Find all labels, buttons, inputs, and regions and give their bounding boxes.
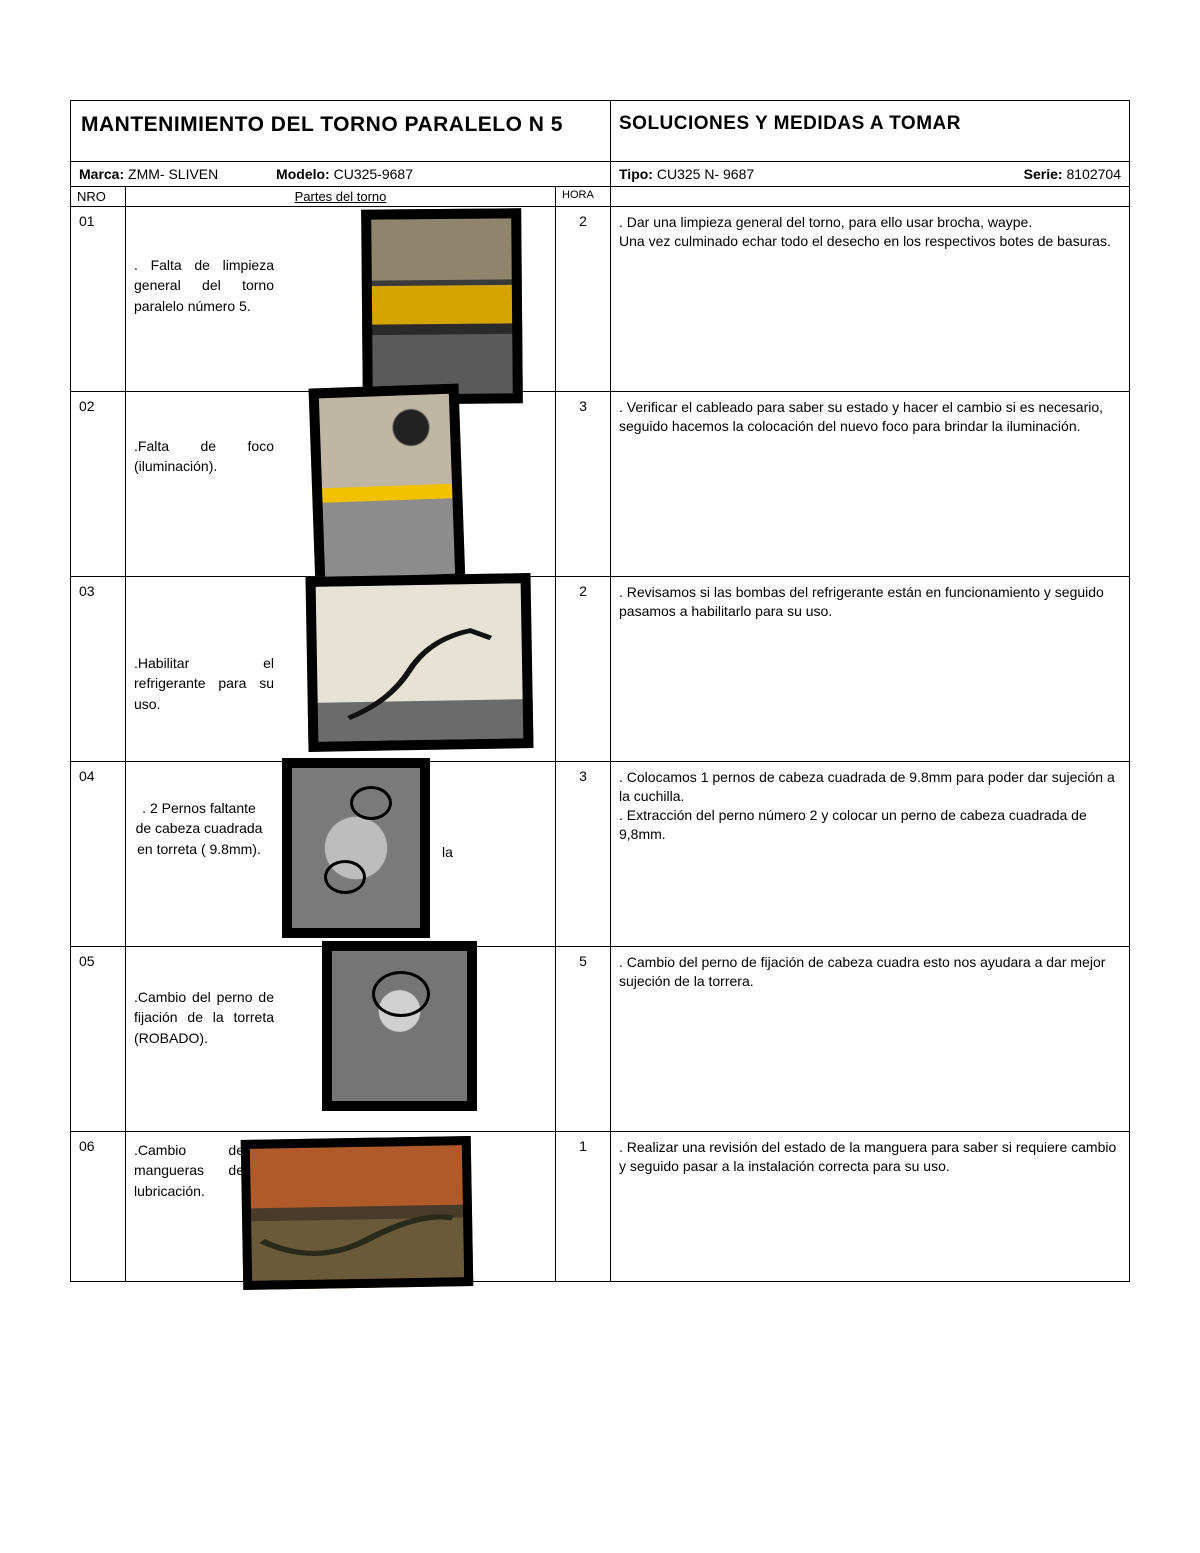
table-row: 01 . Falta de limpieza general del torno…	[71, 207, 1130, 392]
photo-coolant-hose	[305, 573, 533, 752]
subheader-hora: HORA	[556, 187, 611, 207]
table-row: 04 . 2 Pernos faltante de cabeza cuadrad…	[71, 762, 1130, 947]
cell-hora: 1	[556, 1132, 611, 1282]
marca-value: ZMM- SLIVEN	[128, 166, 218, 182]
modelo-label: Modelo:	[276, 166, 330, 182]
annotation-circle-icon	[372, 971, 430, 1017]
title-right: SOLUCIONES Y MEDIDAS A TOMAR	[611, 101, 1130, 162]
cell-nro: 06	[71, 1132, 126, 1282]
tipo-label: Tipo:	[619, 166, 653, 182]
cell-nro: 03	[71, 577, 126, 762]
cell-nro: 01	[71, 207, 126, 392]
cell-hora: 3	[556, 762, 611, 947]
maintenance-table: MANTENIMIENTO DEL TORNO PARALELO N 5 SOL…	[70, 100, 1130, 1282]
photo-work-lamp	[309, 383, 466, 588]
subheader-partes: Partes del torno	[126, 187, 556, 207]
subheader-row: NRO Partes del torno HORA	[71, 187, 1130, 207]
meta-row: Marca: ZMM- SLIVEN Modelo: CU325-9687 Ti…	[71, 162, 1130, 187]
part-description: . Falta de limpieza general del torno pa…	[134, 213, 274, 316]
cell-hora: 2	[556, 207, 611, 392]
header-row: MANTENIMIENTO DEL TORNO PARALELO N 5 SOL…	[71, 101, 1130, 162]
cell-solucion: . Cambio del perno de fijación de cabeza…	[611, 947, 1130, 1132]
cell-partes: .Falta de foco (iluminación).	[126, 392, 556, 577]
serie-label: Serie:	[1024, 166, 1063, 182]
meta-left: Marca: ZMM- SLIVEN Modelo: CU325-9687	[71, 162, 611, 187]
cell-nro: 04	[71, 762, 126, 947]
table-row: 03 .Habilitar el refrigerante para su us…	[71, 577, 1130, 762]
part-description: .Cambio de mangueras de lubricación.	[134, 1138, 244, 1201]
part-description: .Cambio del perno de fijación de la torr…	[134, 953, 274, 1048]
photo-lathe-overview	[361, 208, 523, 404]
tipo-value: CU325 N- 9687	[657, 166, 754, 182]
modelo-value: CU325-9687	[334, 166, 413, 182]
title-left: MANTENIMIENTO DEL TORNO PARALELO N 5	[71, 101, 611, 162]
document-page: MANTENIMIENTO DEL TORNO PARALELO N 5 SOL…	[0, 0, 1200, 1342]
subheader-nro: NRO	[71, 187, 126, 207]
hose-icon	[250, 1145, 464, 1281]
cell-solucion: . Colocamos 1 pernos de cabeza cuadrada …	[611, 762, 1130, 947]
part-description: .Habilitar el refrigerante para su uso.	[134, 583, 274, 714]
cell-hora: 3	[556, 392, 611, 577]
coolant-hose-icon	[316, 583, 524, 742]
serie-value: 8102704	[1066, 166, 1121, 182]
photo-fixation-bolt	[322, 941, 477, 1111]
text-wrap-fragment: la	[442, 844, 453, 860]
cell-partes: . 2 Pernos faltante de cabeza cuadrada e…	[126, 762, 556, 947]
cell-solucion: . Realizar una revisión del estado de la…	[611, 1132, 1130, 1282]
cell-nro: 02	[71, 392, 126, 577]
cell-partes: . Falta de limpieza general del torno pa…	[126, 207, 556, 392]
cell-solucion: . Dar una limpieza general del torno, pa…	[611, 207, 1130, 392]
cell-solucion: . Verificar el cableado para saber su es…	[611, 392, 1130, 577]
part-description: . 2 Pernos faltante de cabeza cuadrada e…	[134, 768, 264, 859]
meta-right: Tipo: CU325 N- 9687 Serie: 8102704	[611, 162, 1130, 187]
subheader-sol-empty	[611, 187, 1130, 207]
cell-nro: 05	[71, 947, 126, 1132]
table-row: 05 .Cambio del perno de fijación de la t…	[71, 947, 1130, 1132]
part-description: .Falta de foco (iluminación).	[134, 398, 274, 477]
cell-partes: .Cambio del perno de fijación de la torr…	[126, 947, 556, 1132]
cell-hora: 2	[556, 577, 611, 762]
table-row: 06 .Cambio de mangueras de lubricación. …	[71, 1132, 1130, 1282]
cell-partes: .Cambio de mangueras de lubricación.	[126, 1132, 556, 1282]
marca-label: Marca:	[79, 166, 124, 182]
photo-turret-bolts	[282, 758, 430, 938]
cell-hora: 5	[556, 947, 611, 1132]
photo-lubrication-hose	[241, 1136, 474, 1290]
annotation-circle-icon	[350, 786, 392, 820]
table-row: 02 .Falta de foco (iluminación). 3 . Ver…	[71, 392, 1130, 577]
cell-solucion: . Revisamos si las bombas del refrigeran…	[611, 577, 1130, 762]
cell-partes: .Habilitar el refrigerante para su uso.	[126, 577, 556, 762]
annotation-circle-icon	[324, 860, 366, 894]
